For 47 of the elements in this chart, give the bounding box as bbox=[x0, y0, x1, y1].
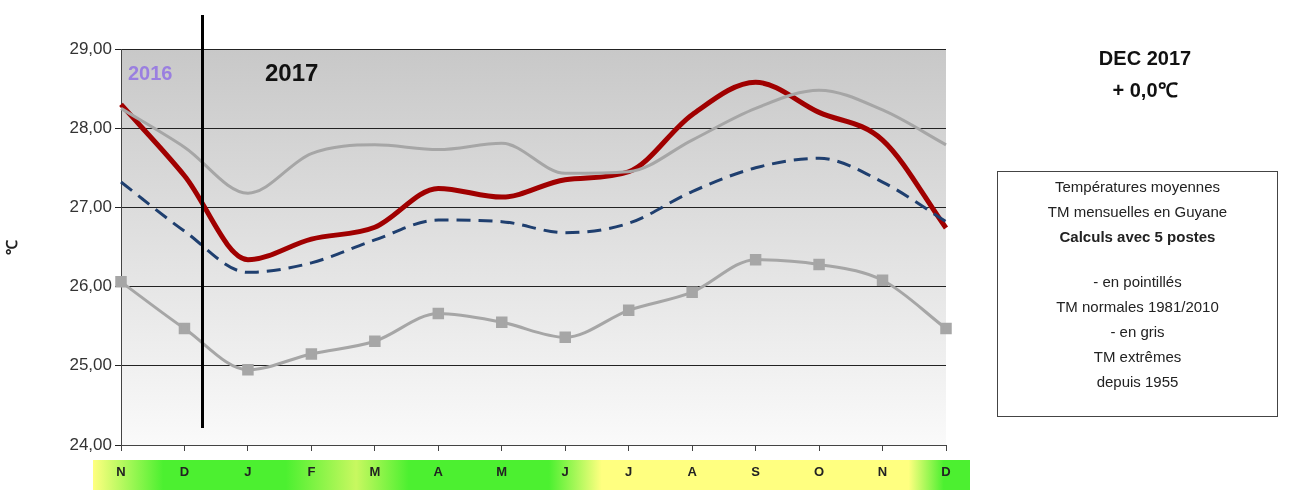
point bbox=[559, 331, 571, 344]
x-tick-label: N bbox=[116, 464, 126, 480]
x-tick-label: O bbox=[814, 464, 825, 480]
point bbox=[178, 322, 191, 335]
point bbox=[622, 304, 635, 317]
point bbox=[115, 276, 127, 288]
y-tick-label: 24,00 bbox=[69, 434, 112, 454]
x-tick-label: D bbox=[941, 464, 951, 480]
y-axis-title: ℃ bbox=[3, 239, 21, 255]
text: depuis 1955 bbox=[1095, 372, 1180, 392]
point bbox=[496, 316, 508, 328]
text: TM extrêmes bbox=[1092, 347, 1183, 367]
text: + 0,0℃ bbox=[1111, 78, 1179, 103]
text: Températures moyennes bbox=[1053, 177, 1222, 197]
text: - en gris bbox=[1109, 322, 1166, 342]
x-tick-label: N bbox=[877, 464, 888, 480]
point bbox=[876, 274, 889, 287]
point bbox=[242, 364, 254, 376]
x-tick-label: M bbox=[496, 464, 508, 480]
x-tick-label: S bbox=[751, 464, 761, 480]
text: TM normales 1981/2010 bbox=[1055, 297, 1220, 317]
point bbox=[432, 307, 445, 320]
x-tick-label: J bbox=[625, 464, 633, 480]
point bbox=[749, 253, 762, 266]
y-tick-label: 28,00 bbox=[69, 117, 112, 137]
text: TM mensuelles en Guyane bbox=[1046, 202, 1229, 222]
point bbox=[813, 258, 825, 271]
x-tick-label: A bbox=[687, 464, 698, 480]
text: Calculs avec 5 postes bbox=[1058, 227, 1217, 247]
point bbox=[940, 322, 952, 335]
y-tick-label: 29,00 bbox=[69, 38, 112, 58]
y-tick-label: 25,00 bbox=[69, 355, 112, 375]
point bbox=[305, 348, 318, 360]
annotation: 2016 bbox=[128, 61, 173, 84]
x-tick-label: A bbox=[433, 464, 444, 480]
x-tick-label: M bbox=[369, 464, 381, 480]
x-tick-label: D bbox=[179, 464, 190, 480]
x-tick-label: F bbox=[307, 464, 316, 480]
point bbox=[686, 286, 698, 298]
y-tick-label: 27,00 bbox=[69, 197, 112, 217]
text: DEC 2017 bbox=[1097, 46, 1193, 71]
x-tick-label: J bbox=[561, 464, 569, 480]
annotation: 2017 bbox=[265, 58, 319, 86]
point bbox=[369, 335, 381, 347]
y-tick-label: 26,00 bbox=[69, 276, 112, 296]
text: - en pointillés bbox=[1092, 272, 1183, 292]
x-tick-label: J bbox=[244, 464, 252, 480]
